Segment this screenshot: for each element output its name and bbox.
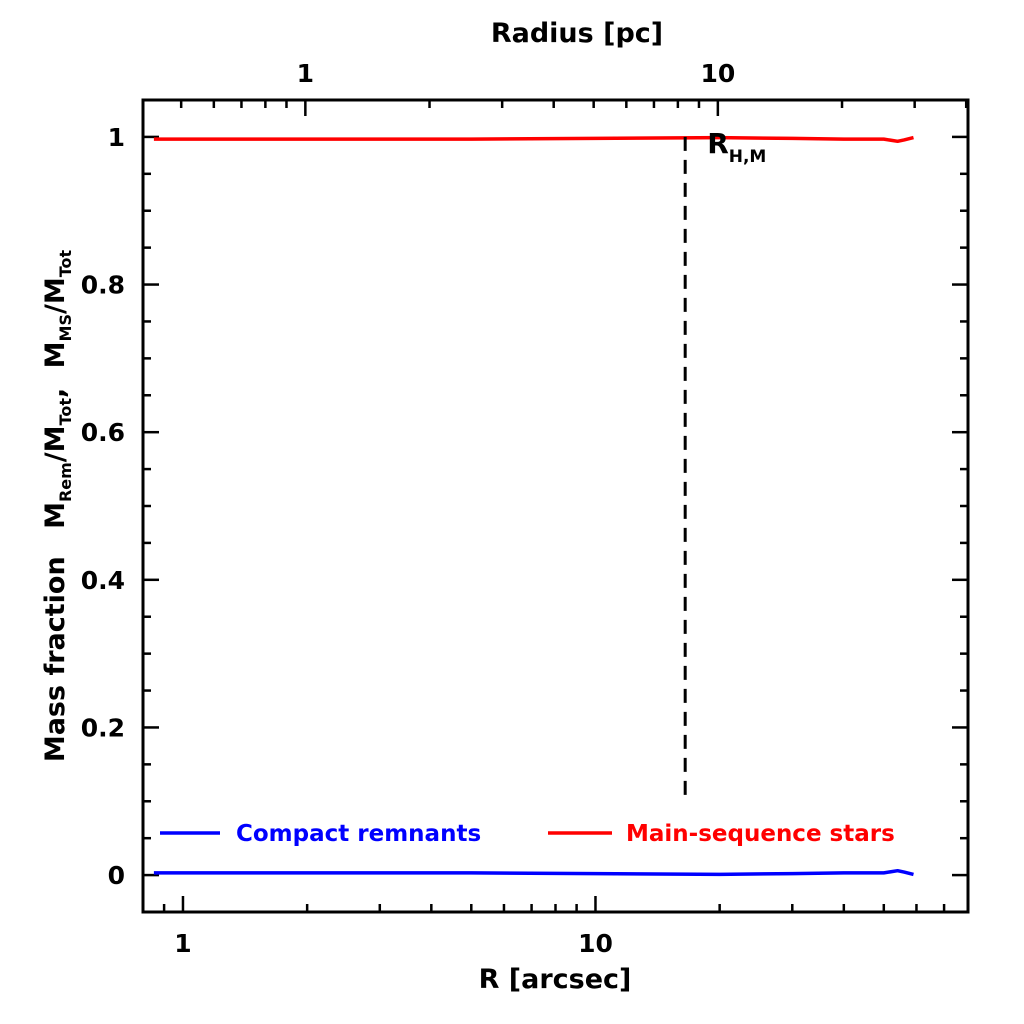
series-line-1 [153,135,914,144]
y-axis-title-main: Mass fraction [40,556,71,762]
vline-group: RH,M [683,127,766,802]
y-label-tot2-base: /M [40,277,71,314]
x-tick-label: 1 [174,929,191,958]
y-tick-label: 0.2 [81,713,125,742]
x-axis-title: R [arcsec] [479,964,632,995]
y-tick-label: 1 [108,123,125,152]
y-axis-title: Mass fraction MRem/MTot, MMS/MTot [40,249,75,762]
top-tick-label: 1 [297,59,314,88]
y-label-tot-sub: Tot [56,398,75,426]
y-tick-label: 0.4 [81,566,125,595]
top-axis-title: Radius [pc] [491,18,663,49]
ticks: 0 0.2 0.4 0.6 0.8 1 1 10 1 10 [81,59,970,958]
y-label-tot2-sub: Tot [56,249,75,277]
legend-label-1: Main-sequence stars [626,821,895,847]
y-label-sep: , [40,388,71,398]
y-tick-label: 0.6 [81,418,125,447]
y-tick-label: 0 [108,861,125,890]
plot-frame [141,98,970,914]
series-line-0 [153,868,914,877]
y-label-ms-base: M [40,341,71,368]
legend-label-0: Compact remnants [236,821,481,847]
y-label-ms-sub: MS [56,314,75,341]
y-label-rem-base: M [40,502,71,529]
y-label-rem-sub: Rem [56,462,75,502]
y-label-tot-base: /M [40,425,71,462]
y-tick-label: 0.8 [81,271,125,300]
series-group [153,135,914,877]
legend: Compact remnants Main-sequence stars [160,821,895,847]
svg-text:Mass fraction MRem/MTot,: Mass fraction MRem/MTot, MMS/MTot [40,249,75,762]
x-tick-label: 10 [578,929,613,958]
half-mass-radius-label-sub: H,M [729,147,767,167]
top-tick-label: 10 [700,59,735,88]
half-mass-radius-label: RH,M [707,127,766,167]
half-mass-radius-label-base: R [707,127,729,160]
